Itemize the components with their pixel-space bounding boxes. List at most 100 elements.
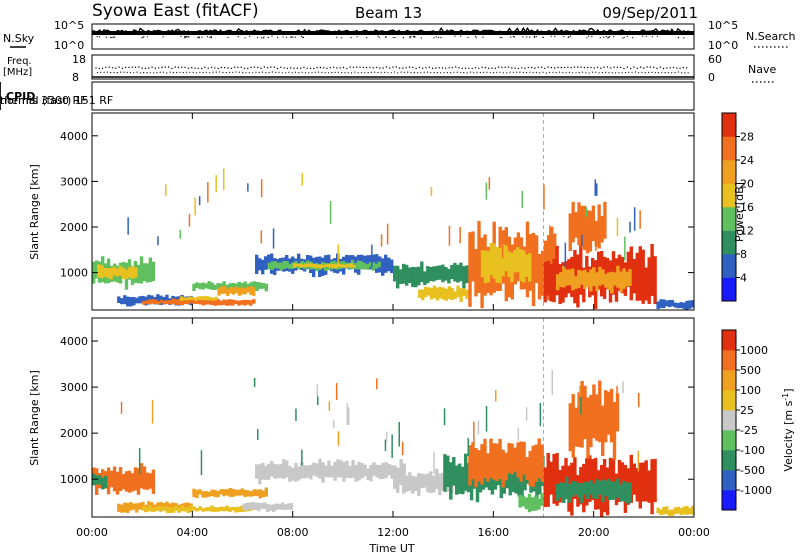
- freq-dot: [679, 67, 681, 69]
- data-cell: [246, 490, 250, 497]
- freq-dot: [369, 66, 371, 69]
- data-cell: [450, 264, 454, 280]
- nave-dot: [407, 71, 409, 73]
- freq-dot: [224, 67, 226, 69]
- nave-dot: [390, 72, 392, 74]
- nave-dot: [591, 71, 594, 73]
- data-cell: [327, 254, 331, 269]
- data-cell: [375, 254, 379, 273]
- data-cell: [608, 457, 613, 500]
- data-cell: [568, 403, 572, 452]
- data-cell: [229, 287, 233, 294]
- data-cell: [243, 299, 247, 306]
- freq-dot: [286, 67, 289, 70]
- nsearch-dot: [645, 35, 647, 37]
- data-cell: [183, 507, 188, 512]
- data-cell: [591, 459, 595, 501]
- y-tick-label: 2000: [60, 427, 88, 440]
- nsearch-dot: [586, 37, 588, 39]
- data-cell: [610, 271, 614, 294]
- data-cell: [522, 441, 526, 475]
- echo-streak: [595, 229, 597, 251]
- data-cell: [483, 438, 487, 478]
- nsky-label: N.Sky: [3, 32, 35, 45]
- colorbar-segment: [722, 410, 736, 431]
- nsearch-dot: [105, 36, 108, 38]
- data-cell: [453, 262, 457, 282]
- data-cell: [489, 438, 493, 478]
- nave-dot: [446, 71, 448, 74]
- data-cell: [362, 262, 366, 270]
- nave-dot: [103, 71, 105, 73]
- data-cell: [213, 300, 217, 306]
- nave-dot: [301, 71, 303, 73]
- data-cell: [670, 509, 675, 516]
- freq-dot: [682, 66, 685, 69]
- nsearch-dot: [291, 36, 293, 38]
- data-cell: [132, 297, 136, 306]
- nave-dot: [420, 72, 422, 74]
- data-cell: [465, 265, 469, 284]
- freq-dot: [372, 67, 374, 69]
- echo-streak: [433, 451, 435, 474]
- data-cell: [393, 468, 397, 489]
- echo-streak: [468, 448, 470, 464]
- nsearch-dot: [656, 35, 659, 37]
- data-cell: [207, 491, 211, 497]
- data-cell: [555, 453, 559, 506]
- colorbar-segment: [722, 350, 736, 371]
- data-cell: [231, 488, 235, 497]
- echo-streak: [253, 378, 256, 387]
- freq-dot: [342, 66, 345, 69]
- nsearch-dot: [263, 36, 265, 38]
- freq-dot: [590, 66, 592, 69]
- data-cell: [565, 269, 569, 286]
- nave-dot: [648, 71, 650, 73]
- data-cell: [635, 252, 639, 301]
- data-cell: [207, 507, 211, 512]
- data-cell: [263, 502, 267, 510]
- data-cell: [604, 390, 608, 443]
- nsearch-dot: [433, 37, 435, 39]
- data-cell: [151, 261, 156, 282]
- data-cell: [556, 274, 560, 291]
- data-cell: [471, 442, 475, 480]
- freq-dot: [98, 67, 101, 70]
- data-cell: [603, 201, 607, 239]
- echo-streak: [564, 242, 567, 268]
- data-cell: [312, 462, 316, 476]
- freq-dot: [613, 66, 615, 68]
- nsearch-dot: [294, 36, 297, 38]
- nsearch-dot: [609, 36, 611, 38]
- data-cell: [588, 455, 592, 502]
- freq-dot: [517, 67, 520, 70]
- data-cell: [307, 263, 311, 267]
- echo-streak: [120, 401, 123, 414]
- data-cell: [142, 300, 146, 305]
- data-cell: [396, 476, 400, 493]
- echo-streak: [543, 184, 545, 210]
- data-cell: [455, 465, 459, 495]
- data-cell: [447, 269, 451, 284]
- freq-dot: [593, 67, 595, 69]
- colorbar-segment: [722, 390, 736, 411]
- nave-dot: [205, 71, 207, 73]
- data-cell: [180, 505, 185, 512]
- cpid-segment-label: themis 3300 RF: [0, 94, 87, 107]
- colorbar-tick-label: 20: [740, 178, 754, 191]
- data-cell: [552, 258, 556, 303]
- data-cell: [595, 479, 599, 500]
- data-cell: [261, 259, 265, 275]
- data-cell: [549, 461, 553, 495]
- nsearch-dot: [377, 35, 379, 37]
- freq-dot: [392, 66, 394, 68]
- data-cell: [306, 465, 310, 478]
- freq-dot: [164, 66, 166, 68]
- data-cell: [174, 299, 179, 305]
- freq-dot: [177, 66, 180, 69]
- freq-dot: [306, 67, 308, 70]
- echo-streak: [337, 244, 339, 267]
- data-cell: [459, 288, 463, 302]
- data-cell: [112, 466, 117, 492]
- nsearch-dot: [569, 35, 572, 37]
